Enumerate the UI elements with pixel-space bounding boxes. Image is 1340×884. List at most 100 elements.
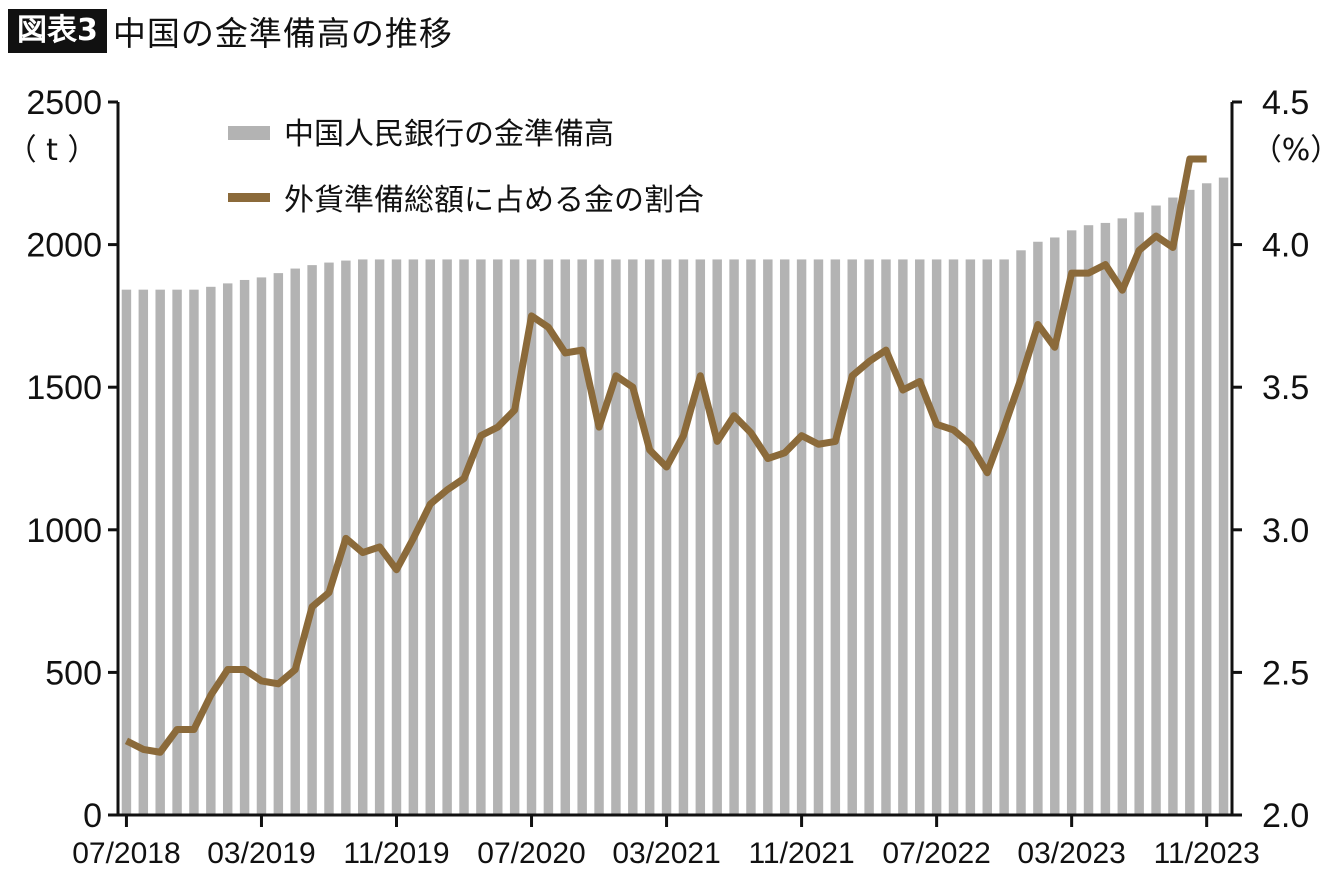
bar-4 — [189, 289, 199, 815]
bar-8 — [256, 277, 267, 815]
bar-63 — [1185, 189, 1195, 816]
left-tick-label: 0 — [83, 797, 102, 835]
bar-23 — [509, 259, 520, 815]
bar-59 — [1117, 218, 1128, 816]
chart-title-row: 図表3 中国の金準備高の推移 — [8, 6, 453, 56]
figure-badge: 図表3 — [8, 9, 107, 53]
bar-48 — [931, 259, 942, 815]
left-axis-unit: （ t ） — [7, 133, 98, 168]
bar-43 — [847, 259, 857, 815]
bar-1 — [138, 289, 149, 815]
bar-65 — [1218, 177, 1229, 815]
bar-29 — [611, 259, 621, 815]
bar-50 — [965, 259, 976, 815]
bar-36 — [729, 259, 739, 815]
bar-15 — [374, 259, 385, 815]
bar-20 — [459, 259, 469, 815]
x-tick-label: 11/2019 — [343, 837, 449, 870]
right-tick-label: 2.0 — [1262, 797, 1309, 835]
bar-12 — [324, 262, 334, 815]
bar-57 — [1083, 225, 1094, 815]
bar-46 — [898, 259, 908, 815]
bar-9 — [273, 273, 284, 815]
left-tick-label: 500 — [45, 654, 102, 692]
line-series-group — [124, 155, 1207, 756]
x-tick-label: 03/2023 — [1017, 837, 1125, 870]
bar-39 — [779, 259, 790, 815]
x-tick-label: 11/2021 — [748, 837, 854, 870]
bar-41 — [813, 259, 824, 815]
right-tick-label: 4.0 — [1262, 227, 1309, 265]
x-tick-label: 03/2019 — [207, 837, 315, 870]
bar-40 — [796, 259, 807, 815]
bar-6 — [222, 283, 233, 815]
left-tick-label: 2000 — [26, 227, 102, 265]
legend-label-line: 外貨準備総額に占める金の割合 — [284, 183, 704, 218]
bar-5 — [206, 286, 216, 815]
tick-labels-group: 0 500 1000 1500 2000 2500 2.0 2.5 3.0 3.5 4.0 4.5 （ … — [7, 84, 1340, 870]
x-tick-label: 07/2020 — [477, 837, 585, 870]
bar-37 — [746, 259, 756, 815]
bar-38 — [763, 259, 773, 815]
x-tick-label: 03/2021 — [612, 837, 720, 870]
bar-22 — [493, 259, 503, 815]
bar-58 — [1100, 222, 1111, 816]
right-tick-label: 2.5 — [1262, 654, 1309, 692]
bar-2 — [155, 289, 165, 815]
left-tick-label: 2500 — [26, 84, 102, 122]
bar-54 — [1033, 241, 1043, 815]
bar-7 — [239, 279, 250, 816]
bar-11 — [307, 265, 317, 815]
bar-52 — [999, 259, 1009, 815]
bar-series-group — [121, 177, 1229, 816]
bar-62 — [1168, 197, 1178, 816]
x-tick-label: 07/2022 — [882, 837, 990, 870]
bar-27 — [577, 259, 587, 815]
bar-10 — [290, 268, 300, 815]
bar-56 — [1066, 230, 1077, 816]
right-tick-label: 3.0 — [1262, 512, 1309, 550]
bar-35 — [712, 259, 722, 815]
bar-53 — [1016, 250, 1026, 816]
bar-18 — [425, 259, 435, 815]
bar-14 — [358, 259, 368, 815]
bar-19 — [442, 259, 452, 815]
left-tick-label: 1000 — [26, 512, 102, 550]
bar-49 — [948, 259, 959, 815]
x-tick-label: 11/2023 — [1154, 837, 1260, 870]
bar-32 — [661, 259, 672, 815]
bar-33 — [678, 259, 689, 815]
bar-28 — [594, 259, 604, 815]
bar-24 — [526, 259, 537, 815]
left-tick-label: 1500 — [26, 369, 102, 407]
bar-51 — [982, 259, 992, 815]
x-tick-label: 07/2018 — [72, 837, 180, 870]
right-axis-unit: （%） — [1252, 133, 1340, 168]
bar-55 — [1050, 237, 1060, 816]
legend-swatch-line — [228, 193, 270, 202]
legend-swatch-bars — [228, 126, 270, 140]
chart-title: 中国の金準備高の推移 — [112, 14, 453, 53]
axes-group — [108, 100, 1242, 827]
bar-61 — [1151, 205, 1161, 815]
bar-3 — [172, 289, 182, 815]
legend-label-bars: 中国人民銀行の金準備高 — [284, 117, 614, 152]
bar-60 — [1134, 212, 1144, 815]
right-tick-label: 4.5 — [1262, 84, 1309, 122]
bar-21 — [476, 259, 486, 815]
bar-45 — [881, 259, 891, 815]
bar-0 — [121, 289, 132, 815]
bar-64 — [1201, 183, 1212, 815]
bar-31 — [644, 259, 655, 815]
bar-44 — [864, 259, 874, 815]
bar-25 — [543, 259, 554, 815]
bar-16 — [391, 259, 402, 815]
bar-26 — [560, 259, 571, 815]
bar-30 — [628, 259, 638, 815]
bar-42 — [830, 259, 841, 815]
right-tick-label: 3.5 — [1262, 369, 1309, 407]
bar-34 — [695, 259, 706, 815]
bar-47 — [915, 259, 925, 815]
